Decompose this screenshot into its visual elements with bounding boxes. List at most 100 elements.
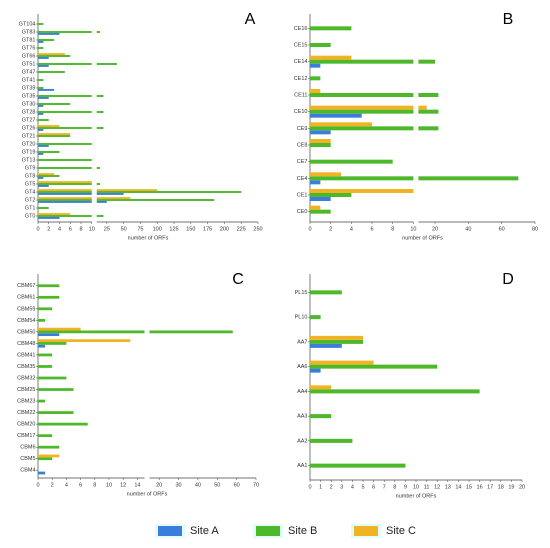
bar-piece	[310, 159, 393, 164]
x-tick-label: 14	[134, 482, 140, 488]
bar-piece	[38, 191, 92, 193]
y-tick-label: AA3	[297, 414, 307, 420]
y-tick-label: CBM61	[17, 295, 35, 301]
legend-swatch	[256, 526, 280, 536]
y-tick-label: GT2	[25, 197, 36, 203]
bar	[38, 173, 55, 176]
y-tick-label: CE14	[294, 59, 308, 65]
x-tick-label: 10	[413, 484, 419, 490]
y-tick-label: AA7	[297, 339, 307, 345]
bar-piece	[310, 89, 321, 93]
bar-piece	[310, 105, 414, 110]
bar-piece	[310, 364, 438, 369]
x-tick-label: 100	[153, 226, 162, 232]
bar	[38, 353, 53, 357]
bar	[310, 364, 438, 369]
bar-piece	[96, 95, 104, 97]
bar	[38, 339, 131, 343]
bar-piece	[38, 111, 92, 113]
y-tick-label: GT76	[22, 45, 36, 51]
y-tick-label: GT1	[25, 205, 36, 211]
bar-piece	[38, 144, 49, 147]
bar-piece	[96, 127, 104, 129]
bar	[38, 327, 81, 331]
bar-piece	[38, 295, 60, 299]
panel-label: B	[503, 11, 514, 28]
y-tick-label: GT27	[22, 117, 36, 123]
bar	[38, 330, 233, 334]
x-tick-label: 8	[393, 484, 396, 490]
bar	[38, 192, 124, 195]
bar-piece	[38, 213, 71, 216]
bar-piece	[38, 112, 44, 115]
bar	[38, 63, 117, 65]
bar-piece	[96, 183, 101, 185]
x-axis-title: number of ORFs	[127, 491, 168, 497]
bar	[38, 167, 101, 169]
y-tick-label: CBM54	[17, 318, 35, 324]
bar	[310, 76, 321, 81]
y-tick-label: GT19	[22, 149, 36, 155]
bar	[38, 47, 44, 49]
bar-piece	[38, 40, 44, 43]
x-tick-label: 7	[383, 484, 386, 490]
bar	[38, 112, 44, 115]
bar	[310, 290, 342, 295]
x-tick-label: 4	[351, 484, 354, 490]
bar	[38, 207, 49, 209]
bar	[310, 89, 321, 93]
bar-piece	[418, 126, 439, 131]
bar	[38, 23, 44, 25]
x-tick-label: 0	[308, 484, 311, 490]
x-tick-label: 200	[220, 226, 229, 232]
bar-piece	[38, 376, 67, 380]
bar-piece	[38, 199, 92, 201]
y-tick-label: CE8	[297, 142, 308, 148]
bar	[38, 176, 44, 179]
y-tick-label: CBM35	[17, 364, 35, 370]
bar	[310, 360, 374, 365]
bar-piece	[310, 55, 352, 60]
bar	[310, 105, 427, 110]
bar	[38, 103, 71, 105]
x-tick-label: 12	[434, 484, 440, 490]
x-tick-label: 1	[319, 484, 322, 490]
bar	[38, 127, 104, 129]
bar-piece	[310, 360, 374, 365]
bar-piece	[96, 215, 104, 217]
bar	[38, 181, 92, 184]
bar-piece	[38, 47, 44, 49]
legend-text: Site B	[288, 525, 317, 537]
bar-piece	[38, 344, 46, 348]
bar	[38, 119, 49, 121]
bar	[38, 87, 44, 89]
bar	[38, 422, 88, 426]
bar-piece	[38, 318, 46, 322]
y-tick-label: CBM32	[17, 375, 35, 381]
y-tick-label: GT9	[25, 165, 36, 171]
bar-piece	[310, 26, 352, 31]
y-tick-label: AA4	[297, 389, 307, 395]
bar-piece	[38, 183, 92, 185]
bar	[38, 213, 71, 216]
bar	[38, 318, 46, 322]
y-tick-label: GT21	[22, 133, 36, 139]
x-tick-label: 50	[121, 226, 127, 232]
bar-piece	[310, 335, 363, 340]
bar-piece	[38, 104, 44, 107]
x-tick-label: 20	[519, 484, 525, 490]
y-tick-label: GT66	[22, 53, 36, 59]
bar-piece	[38, 95, 92, 97]
y-tick-label: CE11	[294, 92, 307, 98]
bar-piece	[96, 191, 242, 193]
bar-piece	[310, 109, 414, 114]
bar	[38, 342, 67, 345]
bar	[310, 159, 393, 164]
legend-swatch	[158, 526, 182, 536]
bar	[38, 471, 46, 475]
bar-piece	[38, 87, 44, 89]
y-tick-label: GT8	[25, 173, 36, 179]
x-tick-label: 6	[69, 226, 72, 232]
bar-piece	[418, 176, 519, 181]
x-tick-label: 6	[371, 226, 374, 232]
